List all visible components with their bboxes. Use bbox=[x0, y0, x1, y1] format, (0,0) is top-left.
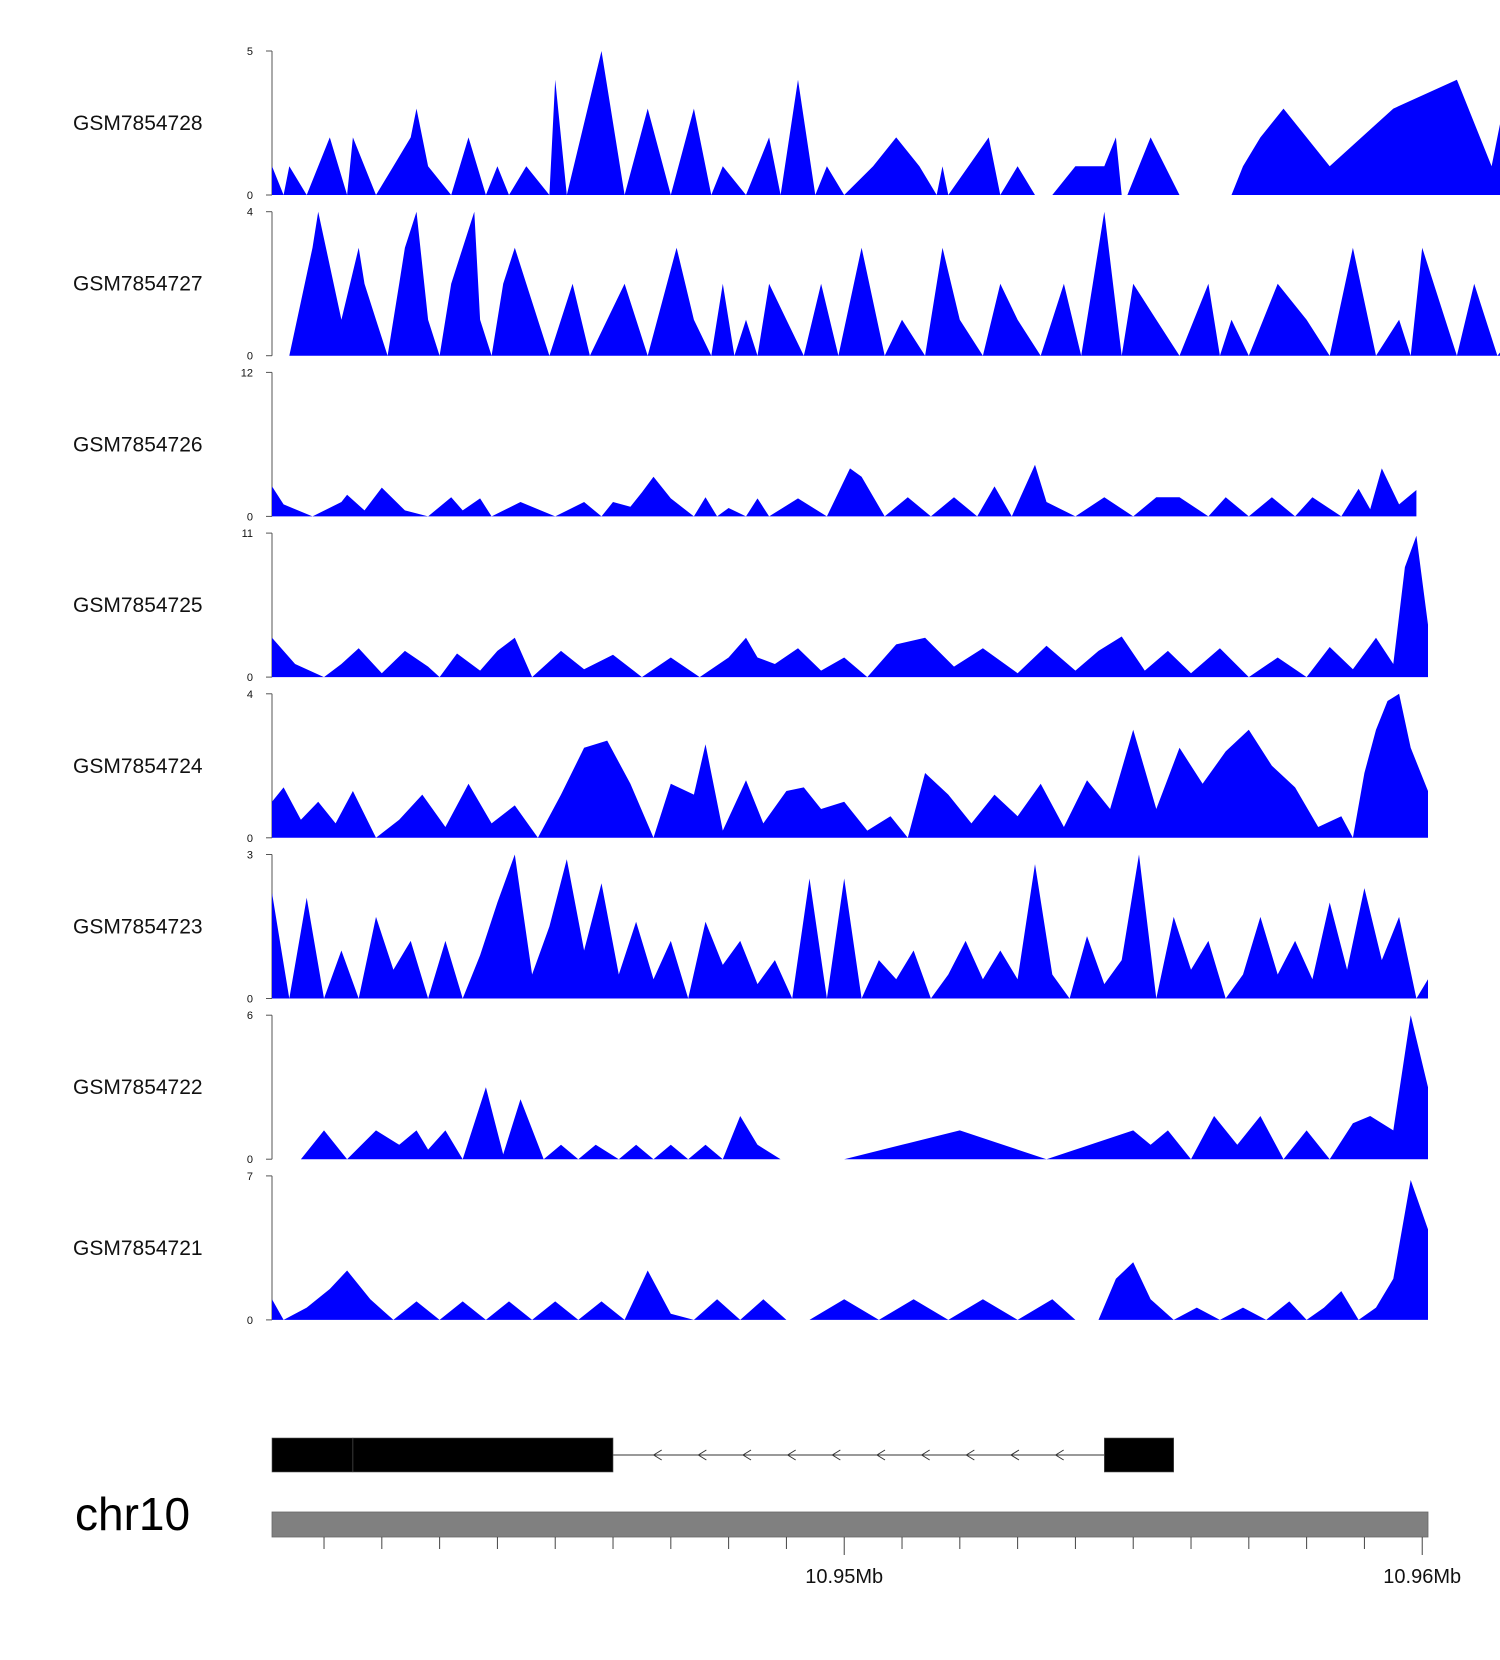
coverage-tracks: GSM785472850GSM785472740GSM7854726120GSM… bbox=[73, 46, 1500, 1327]
y-tick-label-max: 5 bbox=[247, 46, 253, 58]
strand-arrow bbox=[1054, 1449, 1064, 1461]
genome-axis-track: chr10 10.95Mb 10.96Mb bbox=[75, 1488, 1461, 1588]
y-tick-label-min: 0 bbox=[247, 1315, 253, 1327]
strand-arrow bbox=[831, 1449, 841, 1461]
coverage-area bbox=[272, 854, 1428, 999]
track-label: GSM7854721 bbox=[73, 1237, 203, 1260]
y-tick-label-min: 0 bbox=[247, 1154, 253, 1166]
track-GSM7854722: GSM7854722 6 0 bbox=[73, 1010, 1428, 1166]
track-label: GSM7854727 bbox=[73, 273, 203, 296]
y-tick-label-min: 0 bbox=[247, 190, 253, 202]
track-GSM7854728: GSM7854728 5 0 bbox=[73, 46, 1500, 202]
y-tick-label-max: 4 bbox=[247, 689, 253, 701]
y-tick-label-min: 0 bbox=[247, 672, 253, 684]
gene-model-track bbox=[271, 1437, 1174, 1473]
y-tick-label-max: 6 bbox=[247, 1010, 253, 1022]
gene-exon bbox=[1104, 1437, 1174, 1473]
y-tick-label-min: 0 bbox=[247, 994, 253, 1006]
strand-arrow bbox=[697, 1449, 707, 1461]
coverage-area bbox=[300, 1015, 1428, 1160]
track-label: GSM7854725 bbox=[73, 594, 203, 617]
coverage-area bbox=[272, 535, 1428, 678]
coverage-area bbox=[272, 51, 1500, 195]
track-GSM7854726: GSM7854726 12 0 bbox=[73, 367, 1417, 523]
track-label: GSM7854723 bbox=[73, 916, 203, 939]
track-label: GSM7854728 bbox=[73, 112, 203, 135]
y-tick-label-max: 11 bbox=[242, 528, 253, 540]
track-GSM7854723: GSM7854723 3 0 bbox=[73, 850, 1428, 1006]
coverage-area bbox=[272, 464, 1417, 517]
strand-arrow bbox=[965, 1449, 975, 1461]
coverage-area bbox=[272, 1180, 1428, 1320]
track-GSM7854724: GSM7854724 4 0 bbox=[73, 689, 1428, 845]
y-tick-label-max: 12 bbox=[241, 367, 253, 379]
genome-axis-bar bbox=[271, 1511, 1429, 1538]
chromosome-label: chr10 bbox=[75, 1488, 190, 1540]
y-tick-label-max: 4 bbox=[247, 207, 253, 219]
track-GSM7854725: GSM7854725 11 0 bbox=[73, 528, 1428, 684]
coverage-area bbox=[289, 211, 1500, 356]
track-label: GSM7854724 bbox=[73, 755, 203, 778]
strand-arrow bbox=[920, 1449, 930, 1461]
gene-exon bbox=[271, 1437, 354, 1473]
track-label: GSM7854722 bbox=[73, 1076, 203, 1099]
strand-arrow bbox=[876, 1449, 886, 1461]
y-tick-label-min: 0 bbox=[247, 833, 253, 845]
y-tick-label-max: 7 bbox=[247, 1171, 253, 1183]
track-GSM7854721: GSM7854721 7 0 bbox=[73, 1171, 1428, 1327]
strand-arrow bbox=[1010, 1449, 1020, 1461]
strand-arrow bbox=[786, 1449, 796, 1461]
y-tick-label-min: 0 bbox=[247, 511, 253, 523]
strand-arrow bbox=[652, 1449, 662, 1461]
track-GSM7854727: GSM7854727 4 0 bbox=[73, 207, 1500, 363]
y-tick-label-max: 3 bbox=[247, 850, 253, 862]
y-tick-label-min: 0 bbox=[247, 351, 253, 363]
axis-tick-label: 10.96Mb bbox=[1383, 1566, 1461, 1588]
gene-exon bbox=[352, 1437, 614, 1473]
axis-tick-label: 10.95Mb bbox=[805, 1566, 883, 1588]
track-label: GSM7854726 bbox=[73, 433, 203, 456]
strand-arrow bbox=[742, 1449, 752, 1461]
coverage-area bbox=[272, 693, 1428, 838]
